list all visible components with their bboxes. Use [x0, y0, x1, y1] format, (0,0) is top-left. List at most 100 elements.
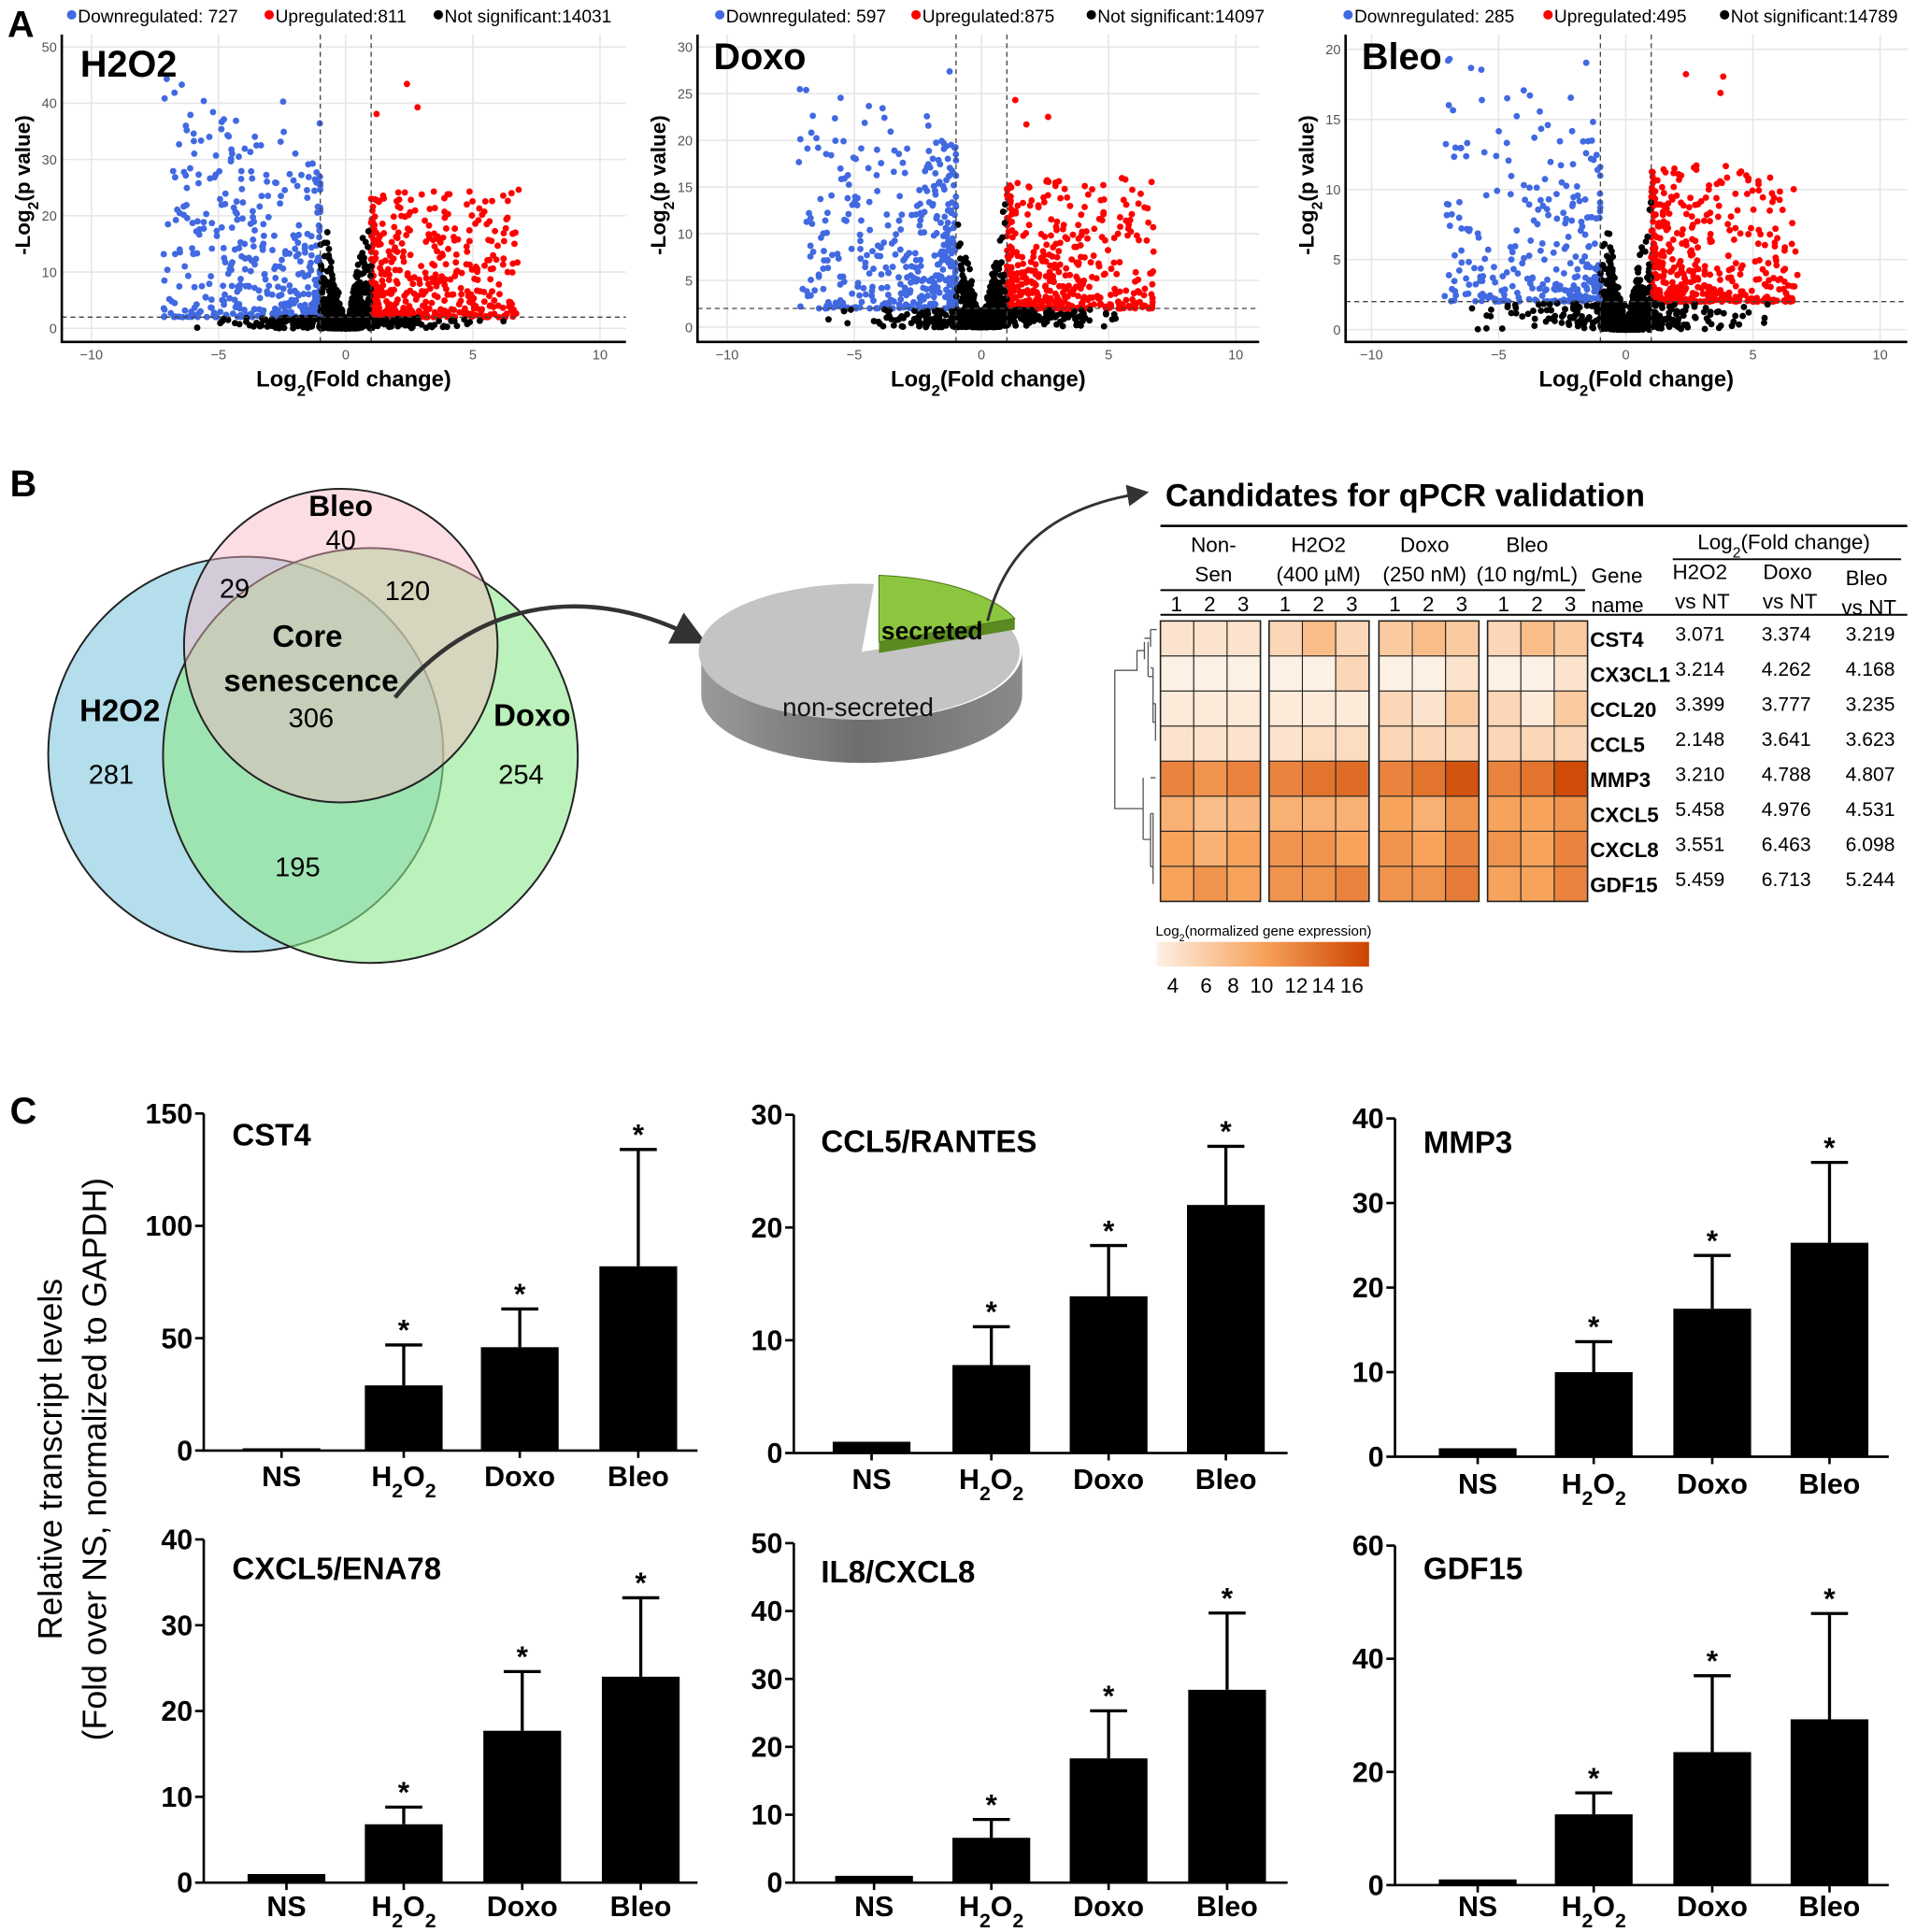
point-down	[221, 116, 227, 123]
point-ns	[1086, 306, 1094, 313]
point-down	[1563, 243, 1570, 250]
point-down	[848, 245, 855, 252]
point-ns	[1078, 307, 1085, 314]
point-down	[280, 128, 288, 136]
point-up	[515, 186, 522, 193]
point-up	[1655, 264, 1663, 271]
point-down	[930, 293, 937, 301]
point-down	[237, 276, 244, 282]
point-down	[1471, 265, 1478, 272]
point-up	[506, 298, 513, 306]
point-up	[379, 192, 387, 199]
point-up	[1649, 173, 1656, 180]
point-down	[200, 219, 207, 226]
point-down	[1571, 274, 1579, 281]
point-ns	[363, 288, 370, 295]
point-down	[1547, 158, 1554, 165]
point-down	[1486, 292, 1494, 299]
point-down	[1529, 275, 1536, 282]
point-up	[1678, 266, 1685, 274]
point-down	[1570, 282, 1578, 289]
point-down	[1494, 187, 1501, 194]
point-up	[393, 279, 401, 287]
point-ns	[966, 287, 974, 294]
point-down	[176, 209, 183, 217]
point-ns	[934, 314, 941, 322]
point-up	[1044, 113, 1051, 121]
legend-label-up: Upregulated:811	[276, 7, 407, 27]
point-down	[1526, 92, 1534, 99]
point-up	[465, 298, 473, 306]
point-up	[1694, 283, 1702, 291]
point-down	[1489, 274, 1496, 281]
point-up	[514, 259, 522, 266]
point-down	[814, 144, 822, 151]
point-down	[796, 136, 804, 143]
point-up	[1790, 186, 1797, 193]
point-down	[237, 175, 245, 182]
point-up	[1095, 215, 1103, 222]
point-up	[1055, 178, 1063, 185]
point-down	[937, 219, 944, 226]
point-ns	[1012, 322, 1020, 329]
point-up	[1041, 233, 1049, 240]
point-down	[235, 283, 242, 291]
point-ns	[327, 268, 335, 276]
point-up	[1675, 170, 1682, 178]
point-down	[831, 115, 838, 122]
point-down	[233, 117, 239, 124]
point-down	[1593, 151, 1600, 159]
point-down	[183, 214, 191, 222]
point-down	[189, 245, 196, 252]
point-up	[1755, 180, 1762, 188]
point-up	[1063, 265, 1070, 272]
point-down	[209, 108, 217, 116]
point-up	[1765, 260, 1772, 267]
point-up	[1737, 271, 1744, 279]
point-up	[1794, 271, 1801, 279]
point-up	[422, 275, 430, 282]
point-up	[1687, 249, 1694, 256]
point-up	[1660, 190, 1667, 197]
point-up	[1055, 248, 1063, 255]
point-down	[277, 138, 284, 146]
point-down	[234, 301, 241, 308]
y-tick-label: 25	[678, 87, 693, 102]
point-down	[293, 182, 301, 190]
point-up	[1039, 248, 1047, 255]
point-ns	[236, 321, 243, 328]
point-ns	[1043, 315, 1051, 322]
point-up	[401, 293, 408, 299]
point-up	[398, 240, 406, 247]
point-down	[229, 259, 236, 266]
point-up	[1694, 275, 1701, 282]
point-down	[281, 186, 289, 193]
point-up	[1073, 259, 1080, 266]
point-up	[1676, 287, 1683, 293]
point-up	[1743, 191, 1751, 197]
point-up	[1011, 230, 1019, 237]
point-up	[399, 307, 407, 314]
point-up	[428, 299, 436, 307]
y-tick-label: 30	[678, 40, 693, 55]
point-ns	[885, 312, 893, 320]
point-up	[1141, 204, 1149, 211]
point-up	[1046, 268, 1053, 276]
point-up	[488, 237, 495, 245]
point-up	[1791, 282, 1798, 290]
point-ns	[998, 311, 1006, 319]
point-down	[1477, 265, 1484, 272]
point-up	[1047, 294, 1054, 302]
point-down	[241, 145, 249, 152]
point-up	[373, 110, 380, 118]
point-down	[1466, 281, 1473, 289]
point-up	[489, 197, 495, 205]
point-up	[1776, 196, 1783, 204]
point-up	[407, 251, 414, 259]
point-up	[373, 229, 380, 236]
point-ns	[260, 317, 267, 324]
point-ns	[938, 323, 946, 331]
point-down	[944, 155, 951, 163]
point-up	[371, 213, 379, 221]
point-up	[1014, 202, 1022, 209]
